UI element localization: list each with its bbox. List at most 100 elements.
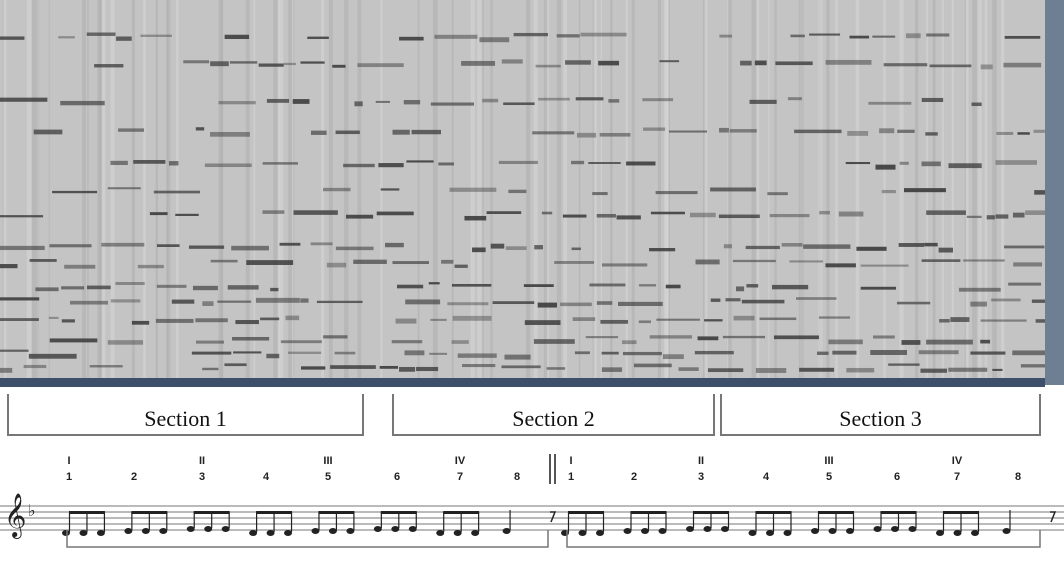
partial <box>655 191 698 195</box>
noise-column <box>245 0 250 380</box>
noise-column <box>899 0 904 380</box>
partial <box>781 243 803 247</box>
note-head <box>828 528 837 534</box>
partial <box>1017 132 1030 135</box>
partial <box>883 63 928 67</box>
noise-column <box>1001 0 1005 380</box>
measure-number: 5 <box>325 471 331 483</box>
noise-column <box>704 0 708 380</box>
partial <box>283 62 296 66</box>
partial <box>963 259 1005 262</box>
partial <box>707 368 744 373</box>
partial <box>995 160 1037 165</box>
partial <box>116 36 132 41</box>
partial <box>921 161 941 167</box>
noise-column <box>82 0 86 380</box>
partial <box>649 335 692 339</box>
partial <box>588 161 621 164</box>
partial <box>262 210 285 214</box>
partial <box>881 189 896 194</box>
measure-number: 7 <box>457 471 463 483</box>
partial <box>918 350 959 355</box>
note-head <box>141 528 150 534</box>
note-head <box>391 526 400 532</box>
partial <box>452 315 492 321</box>
partial <box>1003 62 1042 68</box>
beam <box>443 511 480 514</box>
partial <box>733 315 755 321</box>
measure-number: 3 <box>199 471 205 483</box>
partial <box>195 340 225 344</box>
partial <box>0 318 39 321</box>
partial <box>618 301 663 307</box>
partial <box>210 259 238 263</box>
note-head <box>204 526 213 532</box>
partial <box>576 132 597 138</box>
partial <box>462 363 496 368</box>
partial <box>929 64 972 68</box>
partial <box>1012 350 1058 356</box>
partial <box>846 367 875 373</box>
partial <box>616 215 641 220</box>
partial <box>202 367 219 371</box>
partial <box>759 317 797 321</box>
partial <box>860 286 897 290</box>
partial <box>732 259 776 263</box>
partial <box>775 61 813 66</box>
noise-column <box>477 0 482 380</box>
partial <box>60 100 105 106</box>
beam <box>69 511 105 514</box>
partial <box>796 297 837 300</box>
partial <box>585 336 619 339</box>
partial <box>217 300 252 303</box>
partial <box>258 63 284 67</box>
partial <box>710 298 721 302</box>
key-signature: ♭ <box>28 501 36 520</box>
partial <box>279 242 301 246</box>
partial <box>601 263 648 267</box>
partial <box>280 340 322 344</box>
beam <box>131 511 168 514</box>
partial <box>1012 212 1025 218</box>
partial <box>227 285 259 290</box>
measure-number: 8 <box>514 471 520 483</box>
partial <box>601 351 619 355</box>
partial <box>451 340 469 344</box>
partial <box>310 242 333 246</box>
measure-number: 2 <box>131 471 137 483</box>
partial <box>704 319 723 322</box>
partial <box>70 300 108 305</box>
partial <box>996 131 1014 135</box>
note-head <box>891 526 899 532</box>
partial <box>188 245 225 249</box>
partial <box>787 97 802 101</box>
partial <box>901 340 921 345</box>
partial <box>490 243 505 249</box>
partial <box>395 318 417 324</box>
noise-column <box>543 0 548 380</box>
partial <box>49 338 98 343</box>
partial <box>819 210 830 215</box>
noise-column <box>774 0 777 380</box>
partial <box>1033 129 1045 133</box>
partial <box>950 317 970 322</box>
partial <box>404 350 425 356</box>
partial <box>322 187 351 192</box>
noise-column <box>3 0 7 380</box>
measure-number: 5 <box>826 471 832 483</box>
noise-column <box>321 0 325 380</box>
partial <box>571 247 581 251</box>
partial <box>574 351 590 355</box>
partial <box>232 336 270 341</box>
roman-numeral: IV <box>952 455 963 467</box>
partial <box>403 99 421 105</box>
partial <box>156 244 180 247</box>
measure-number: 4 <box>263 471 270 483</box>
measure-number: 1 <box>568 471 574 483</box>
partial <box>740 60 752 66</box>
noise-column <box>490 0 493 380</box>
roman-numeral: III <box>323 455 332 467</box>
noise-column <box>609 0 613 380</box>
partial <box>621 340 637 345</box>
partial <box>598 60 620 66</box>
